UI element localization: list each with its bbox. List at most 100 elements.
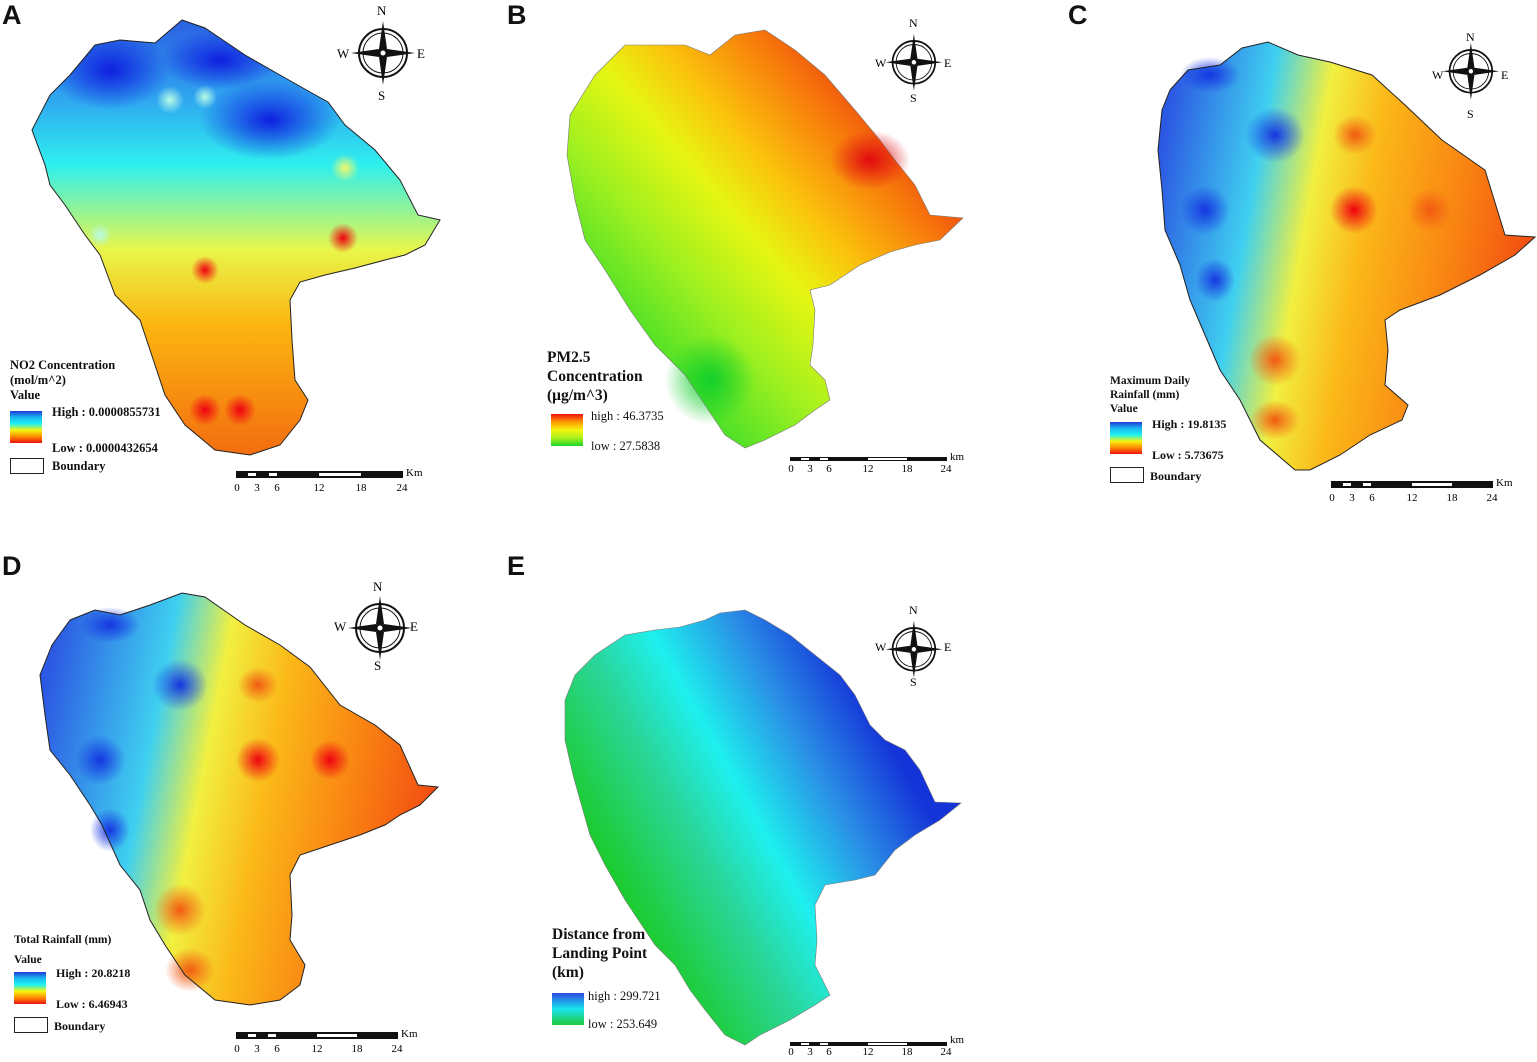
panel-d: D T: [0, 545, 500, 1059]
north-arrow-icon: N S W E: [1430, 27, 1510, 121]
panel-label: E: [507, 551, 526, 581]
legend: Total Rainfall (mm) Value High : 20.8218…: [14, 933, 234, 1043]
compass-w: W: [875, 56, 887, 70]
scale-tick: 0: [234, 1043, 240, 1055]
legend-high: High : 20.8218: [56, 966, 131, 980]
scale-tick: 24: [940, 463, 952, 475]
color-ramp: [551, 414, 583, 446]
boundary-swatch: [14, 1017, 48, 1033]
legend: NO2 Concentration (mol/m^2) Value High :…: [10, 358, 250, 478]
scale-unit: Km: [406, 467, 423, 479]
panel-c: C M: [1010, 0, 1537, 520]
legend: Maximum Daily Rainfall (mm) Value High :…: [1110, 374, 1330, 494]
scale-bar: km 0 3 6 12 18 24: [788, 1034, 970, 1062]
scale-tick: 24: [396, 482, 408, 494]
scale-unit: km: [950, 1034, 965, 1046]
scale-tick: 18: [351, 1043, 363, 1055]
compass-s: S: [910, 91, 917, 105]
scale-tick: 3: [254, 1043, 260, 1055]
scale-tick: 12: [1406, 492, 1418, 504]
legend: PM2.5 Concentration (μg/m^3) high : 46.3…: [547, 348, 767, 468]
scale-unit: Km: [1496, 477, 1513, 489]
legend-title: PM2.5: [547, 349, 591, 366]
boundary-swatch: [1110, 467, 1144, 483]
legend: Distance from Landing Point (km) high : …: [552, 925, 772, 1035]
legend-low: Low : 6.46943: [56, 997, 128, 1011]
color-ramp: [14, 972, 46, 1004]
scale-tick: 12: [311, 1043, 323, 1055]
legend-value-label: Value: [1110, 403, 1138, 415]
legend-low: Low : 5.73675: [1152, 448, 1224, 462]
legend-high: High : 19.8135: [1152, 417, 1227, 431]
compass-w: W: [875, 640, 887, 654]
compass-e: E: [944, 56, 952, 70]
legend-title-2: Landing Point: [552, 945, 648, 962]
north-arrow-icon: N S W E: [337, 3, 427, 103]
legend-boundary: Boundary: [54, 1019, 106, 1033]
scale-tick: 0: [1329, 492, 1335, 504]
scale-tick: 12: [313, 482, 325, 494]
scale-tick: 6: [826, 463, 832, 475]
legend-title: Distance from: [552, 926, 646, 943]
north-arrow-icon: N S W E: [873, 603, 953, 690]
scale-tick: 6: [274, 1043, 280, 1055]
color-ramp: [1110, 422, 1142, 454]
legend-units: (μg/m^3): [547, 387, 608, 404]
scale-tick: 24: [940, 1046, 952, 1058]
legend-value-label: Value: [14, 954, 42, 966]
compass-e: E: [410, 619, 418, 634]
legend-title: NO2 Concentration: [10, 358, 116, 372]
scale-bar: km 0 3 6 12 18 24: [788, 451, 970, 487]
scale-tick: 18: [1446, 492, 1458, 504]
legend-boundary: Boundary: [52, 459, 106, 473]
legend-low: low : 27.5838: [591, 439, 661, 453]
legend-high: High : 0.0000855731: [52, 405, 161, 419]
legend-title-2: Concentration: [547, 368, 643, 385]
legend-low: Low : 0.0000432654: [52, 441, 158, 455]
panel-label: B: [507, 0, 527, 30]
color-ramp: [552, 993, 584, 1025]
no2-concentration-map: [31, 19, 441, 456]
max-daily-rainfall-map: [1157, 41, 1537, 471]
legend-title: Total Rainfall (mm): [14, 934, 112, 946]
scale-tick: 3: [1349, 492, 1355, 504]
scale-tick: 0: [788, 1046, 794, 1058]
north-arrow-icon: N S W E: [334, 579, 424, 673]
compass-n: N: [373, 579, 383, 594]
compass-s: S: [1467, 107, 1474, 121]
scale-bar: Km 0 3 6 12 18 24: [1329, 477, 1531, 511]
north-arrow-icon: N S W E: [873, 16, 953, 105]
scale-bar: Km 0 3 6 12 18 24: [234, 1028, 436, 1058]
compass-w: W: [1432, 68, 1444, 82]
compass-s: S: [374, 658, 382, 673]
compass-n: N: [377, 3, 387, 18]
scale-tick: 3: [254, 482, 260, 494]
scale-tick: 0: [788, 463, 794, 475]
panel-e: E Distance from Landing Point (km) high …: [505, 545, 1015, 1059]
scale-tick: 12: [862, 463, 874, 475]
panel-label: D: [2, 551, 22, 581]
scale-tick: 18: [901, 463, 913, 475]
scale-bar: Km 0 3 6 12 18 24: [234, 467, 436, 501]
distance-from-landing-point-map: [564, 609, 962, 1046]
legend-boundary: Boundary: [1150, 469, 1202, 483]
scale-unit: Km: [401, 1028, 418, 1040]
scale-tick: 6: [274, 482, 280, 494]
legend-high: high : 299.721: [588, 989, 661, 1003]
compass-w: W: [334, 619, 347, 634]
panel-label: C: [1068, 0, 1088, 30]
boundary-swatch: [10, 458, 44, 474]
compass-s: S: [910, 675, 917, 689]
compass-e: E: [944, 640, 952, 654]
compass-s: S: [378, 88, 386, 103]
scale-tick: 3: [807, 463, 813, 475]
legend-value-label: Value: [10, 388, 41, 402]
scale-unit: km: [950, 451, 965, 463]
compass-n: N: [909, 603, 918, 617]
compass-n: N: [1466, 30, 1475, 44]
scale-tick: 24: [391, 1043, 403, 1055]
legend-title: Maximum Daily: [1110, 375, 1191, 387]
scale-tick: 18: [355, 482, 367, 494]
scale-tick: 3: [807, 1046, 813, 1058]
legend-units: (mol/m^2): [10, 373, 66, 387]
